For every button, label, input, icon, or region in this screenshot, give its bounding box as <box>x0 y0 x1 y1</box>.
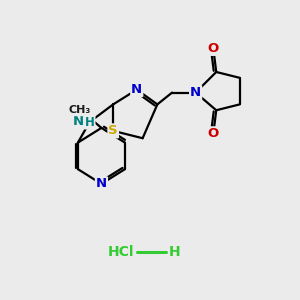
Text: O: O <box>208 42 219 55</box>
Text: S: S <box>108 124 118 137</box>
Text: N: N <box>96 177 107 190</box>
Text: N: N <box>131 83 142 96</box>
Text: CH₃: CH₃ <box>68 105 91 115</box>
Text: H: H <box>169 244 180 259</box>
Text: HCl: HCl <box>108 244 134 259</box>
Text: O: O <box>208 127 219 140</box>
Text: N: N <box>190 86 201 99</box>
Text: N: N <box>73 115 84 128</box>
Text: H: H <box>85 116 94 128</box>
